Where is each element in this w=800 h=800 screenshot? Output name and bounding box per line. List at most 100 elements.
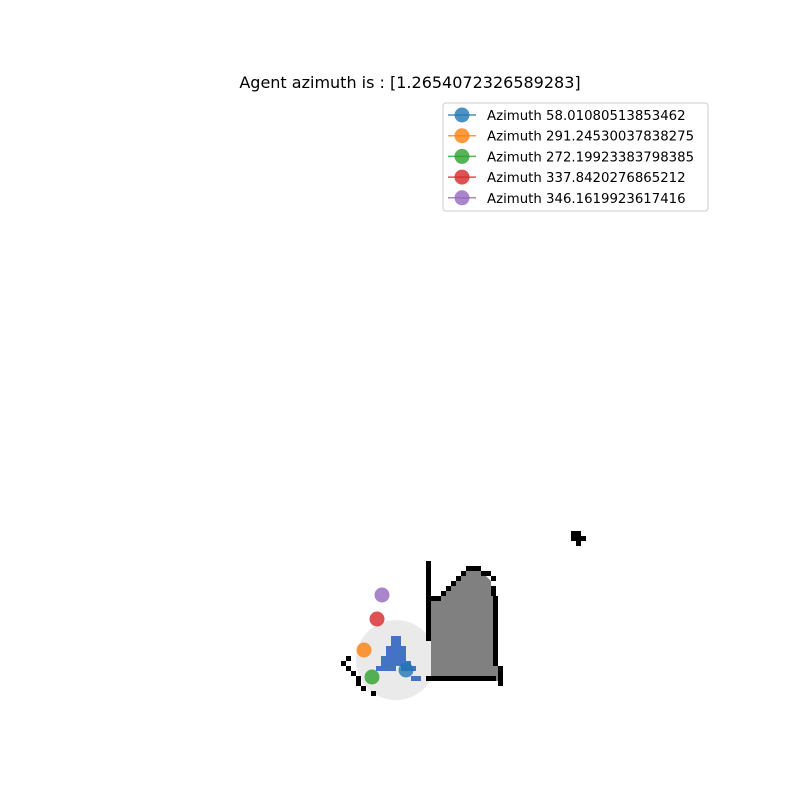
legend-marker — [455, 190, 470, 205]
agent-cell — [391, 656, 396, 661]
obstacle-cell — [476, 676, 481, 681]
explored-region — [431, 571, 498, 681]
agent-cell — [376, 666, 381, 671]
obstacle-cell — [493, 636, 498, 641]
agent-cell — [391, 646, 396, 651]
obstacle-cell — [426, 576, 431, 581]
obstacle-cell — [441, 676, 446, 681]
obstacle-cell — [493, 646, 498, 651]
obstacle-cell — [481, 571, 486, 576]
obstacle-cell — [476, 566, 481, 571]
obstacle-cell — [493, 621, 498, 626]
obstacle-cell — [426, 571, 431, 576]
obstacle-cell — [486, 571, 491, 576]
obstacle-cell — [426, 636, 431, 641]
obstacle-cell — [436, 676, 441, 681]
obstacle-cell — [498, 676, 503, 681]
obstacle-cell — [436, 596, 441, 601]
obstacle-cell — [581, 536, 586, 541]
obstacle-cell — [498, 681, 503, 686]
obstacle-cell — [431, 596, 436, 601]
obstacle-cell — [426, 601, 431, 606]
azimuth-point-1 — [399, 663, 414, 678]
legend: Azimuth 58.01080513853462 Azimuth 291.245… — [443, 103, 708, 211]
agent-cell — [401, 646, 406, 651]
obstacle-cell — [441, 591, 446, 596]
obstacle-cell — [426, 566, 431, 571]
obstacle-cell — [493, 661, 498, 666]
azimuth-point-2 — [357, 643, 372, 658]
obstacle-cell — [426, 561, 431, 566]
agent-cell — [391, 651, 396, 656]
obstacle-cell — [493, 606, 498, 611]
obstacle-cell — [491, 591, 496, 596]
obstacle-cell — [361, 686, 366, 691]
obstacle-cell — [491, 576, 496, 581]
agent-cell — [391, 666, 396, 671]
obstacle-cell — [486, 676, 491, 681]
obstacle-cell — [431, 676, 436, 681]
obstacle-cell — [576, 541, 581, 546]
obstacle-cell — [426, 676, 431, 681]
agent-cell — [396, 646, 401, 651]
obstacle-cell — [493, 601, 498, 606]
obstacle-cell — [426, 596, 431, 601]
azimuth-point-3 — [365, 670, 380, 685]
agent-cell — [401, 651, 406, 656]
agent-cell — [391, 636, 396, 641]
agent-cell — [391, 661, 396, 666]
obstacle-cell — [456, 676, 461, 681]
obstacle-cell — [346, 656, 351, 661]
explored-polygon — [431, 571, 498, 681]
obstacle-cell — [356, 676, 361, 681]
obstacle-cell — [493, 641, 498, 646]
legend-label: Azimuth 337.8420276865212 — [487, 171, 686, 186]
obstacle-cell — [493, 651, 498, 656]
legend-marker — [455, 149, 470, 164]
agent-cell — [381, 666, 386, 671]
obstacle-cell — [446, 676, 451, 681]
obstacle-cell — [426, 631, 431, 636]
obstacle-cell — [466, 566, 471, 571]
obstacle-cell — [471, 566, 476, 571]
obstacle-cell — [446, 586, 451, 591]
azimuth-point-4 — [370, 612, 385, 627]
obstacle-cell — [356, 681, 361, 686]
agent-cell — [411, 676, 416, 681]
obstacle-cell — [426, 621, 431, 626]
obstacle-cell — [493, 616, 498, 621]
agent-cell — [396, 651, 401, 656]
agent-cell — [396, 636, 401, 641]
obstacle-cell — [426, 616, 431, 621]
agent-cell — [386, 656, 391, 661]
legend-label: Azimuth 272.19923383798385 — [487, 150, 694, 165]
obstacle-cell — [426, 611, 431, 616]
obstacle-cell — [341, 661, 346, 666]
legend-marker — [455, 108, 470, 123]
obstacle-cell — [451, 581, 456, 586]
obstacle-cell — [576, 531, 581, 536]
agent-cell — [391, 641, 396, 646]
obstacle-cell — [498, 666, 503, 671]
obstacle-cell — [466, 676, 471, 681]
obstacle-cell — [493, 656, 498, 661]
agent-cell — [386, 646, 391, 651]
legend-label: Azimuth 291.24530037838275 — [487, 130, 694, 145]
obstacle-cell — [426, 606, 431, 611]
obstacle-cell — [491, 676, 496, 681]
legend-marker — [455, 170, 470, 185]
legend-label: Azimuth 346.1619923617416 — [487, 192, 686, 207]
obstacle-cell — [346, 666, 351, 671]
chart-title: Agent azimuth is : [1.2654072326589283] — [239, 73, 580, 92]
obstacle-cell — [493, 596, 498, 601]
obstacle-cell — [461, 571, 466, 576]
agent-cell — [386, 666, 391, 671]
legend-marker — [455, 128, 470, 143]
obstacle-cell — [493, 626, 498, 631]
obstacle-cell — [498, 671, 503, 676]
obstacle-cell — [571, 536, 576, 541]
agent-cell — [386, 651, 391, 656]
agent-cell — [381, 656, 386, 661]
agent-cell — [416, 676, 421, 681]
